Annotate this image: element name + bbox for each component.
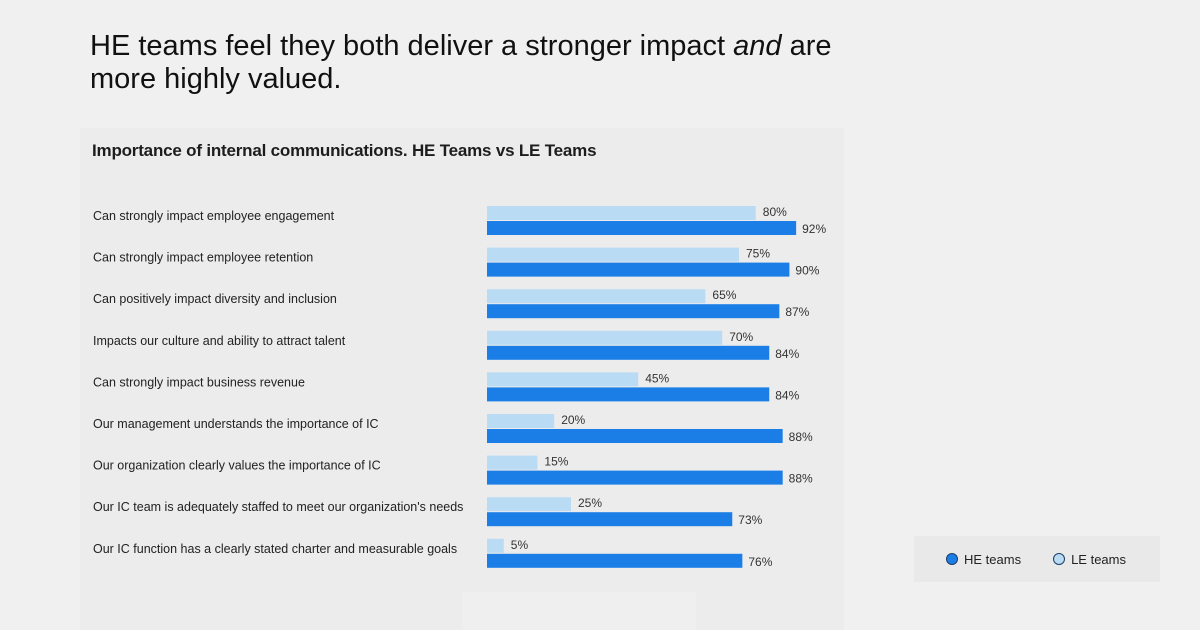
he-value-label: 88% — [789, 472, 813, 486]
he-value-label: 76% — [748, 555, 772, 569]
category-label: Our IC team is adequately staffed to mee… — [93, 500, 463, 514]
le-value-label: 5% — [511, 538, 529, 552]
le-bar — [487, 497, 571, 512]
category-label: Impacts our culture and ability to attra… — [93, 334, 346, 348]
he-value-label: 84% — [775, 347, 799, 361]
legend-label-he: HE teams — [964, 551, 1022, 567]
category-label: Can strongly impact business revenue — [93, 375, 305, 389]
le-bar — [487, 247, 739, 262]
headline-line1-prefix: HE teams feel they both deliver a strong… — [90, 30, 734, 62]
he-bar — [487, 221, 797, 235]
le-bar — [487, 206, 756, 220]
category-label: Can strongly impact employee retention — [93, 251, 313, 265]
le-bar — [487, 538, 504, 553]
legend-item-le: LE teams — [1053, 552, 1126, 567]
legend-item-he: HE teams — [946, 552, 1021, 567]
he-bar — [487, 429, 783, 443]
le-value-label: 15% — [544, 455, 568, 469]
le-value-label: 80% — [763, 205, 787, 219]
chart-title: Importance of internal communications. H… — [92, 141, 597, 160]
le-value-label: 70% — [729, 330, 753, 344]
category-label: Can positively impact diversity and incl… — [93, 292, 337, 306]
decorative-strip — [462, 592, 696, 630]
he-value-label: 84% — [775, 388, 799, 402]
headline-line1-suffix: are — [781, 30, 832, 62]
he-value-label: 92% — [802, 222, 826, 236]
le-bar — [487, 414, 555, 428]
he-bar — [487, 304, 780, 319]
he-value-label: 88% — [789, 430, 813, 444]
le-bar — [487, 455, 538, 470]
le-bar — [487, 289, 706, 304]
le-bar — [487, 372, 639, 387]
category-label: Our IC function has a clearly stated cha… — [93, 542, 457, 556]
he-bar — [487, 262, 790, 277]
le-value-label: 45% — [645, 371, 669, 385]
le-value-label: 65% — [712, 288, 736, 302]
he-value-label: 87% — [785, 305, 809, 319]
category-label: Our organization clearly values the impo… — [93, 459, 381, 473]
headline-emphasis: and — [733, 30, 782, 62]
legend-label-le: LE teams — [1071, 551, 1126, 567]
le-value-label: 20% — [561, 413, 585, 427]
headline: HE teams feel they both deliver a strong… — [90, 30, 990, 96]
category-label: Can strongly impact employee engagement — [93, 209, 335, 223]
le-value-label: 25% — [578, 496, 602, 510]
he-value-label: 90% — [795, 264, 819, 278]
category-label: Our management understands the importanc… — [93, 417, 379, 431]
he-bar — [487, 553, 743, 568]
he-bar — [487, 512, 733, 527]
le-swatch-icon — [1053, 553, 1066, 565]
chart-legend: HE teams LE teams — [914, 536, 1160, 582]
he-value-label: 73% — [738, 513, 762, 527]
he-bar — [487, 387, 770, 402]
le-bar — [487, 330, 723, 345]
le-value-label: 75% — [746, 247, 770, 261]
he-bar — [487, 470, 783, 485]
headline-line2: more highly valued. — [90, 63, 342, 95]
he-bar — [487, 345, 770, 360]
he-swatch-icon — [946, 553, 958, 565]
